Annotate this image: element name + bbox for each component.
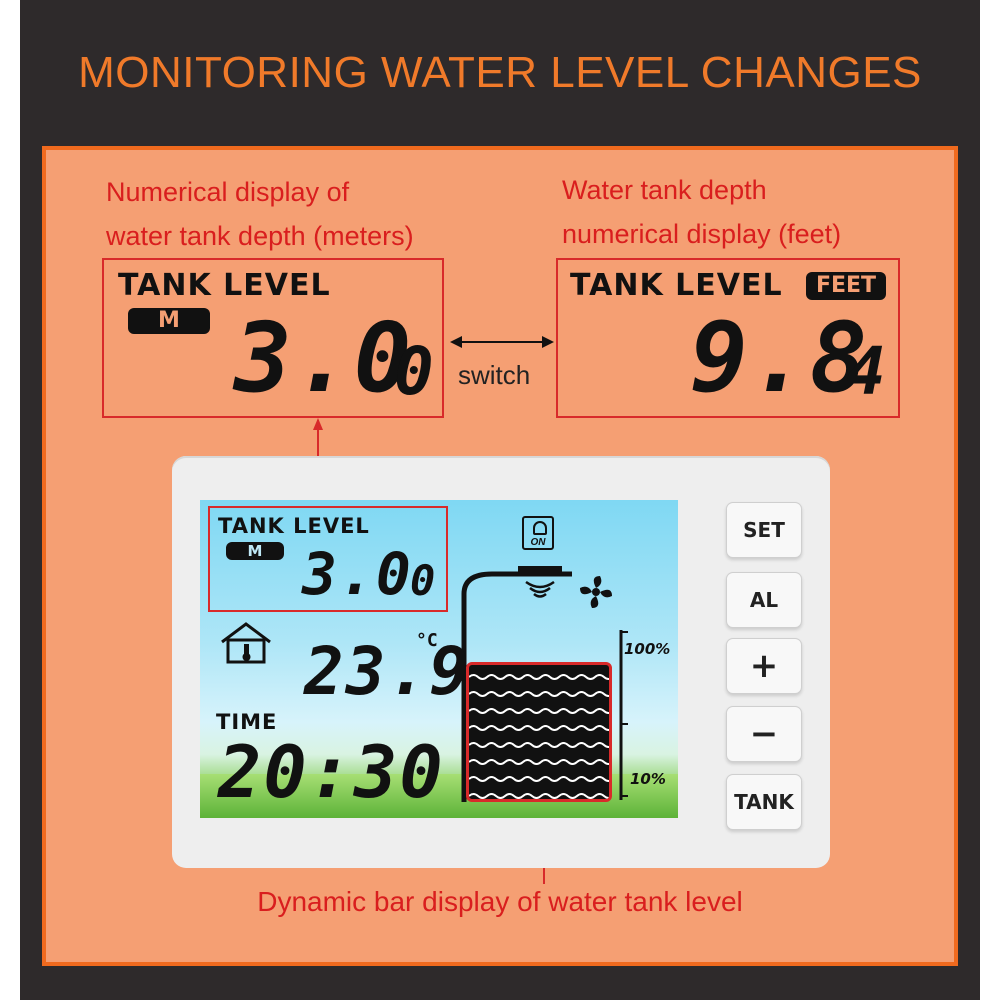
tank-level-bar: [466, 662, 612, 802]
feet-value: 9.8: [690, 302, 870, 414]
level-scale: [619, 630, 628, 800]
meters-display-title: TANK LEVEL: [118, 268, 331, 303]
set-button[interactable]: SET: [726, 502, 802, 558]
meters-value: 3.0: [234, 302, 414, 414]
feet-display: TANK LEVEL FEET 9.8 4: [556, 258, 900, 418]
alarm-button[interactable]: AL: [726, 572, 802, 628]
plus-button[interactable]: +: [726, 638, 802, 694]
feet-caption-line1: Water tank depth: [562, 175, 767, 205]
pump-status-icon: ON: [522, 516, 554, 550]
wave-line: [469, 708, 609, 714]
minus-button[interactable]: −: [726, 706, 802, 762]
wave-line: [469, 691, 609, 697]
signal-waves-icon: [525, 580, 555, 598]
wave-line: [469, 742, 609, 748]
temperature-value: 23.9: [304, 633, 471, 710]
feet-unit-badge: FEET: [806, 272, 886, 300]
sensor-fan-icons: [518, 566, 612, 608]
tank-outline: [461, 571, 572, 802]
sensor-icon: [518, 566, 562, 576]
wave-line: [469, 793, 609, 799]
bar-display-caption: Dynamic bar display of water tank level: [257, 886, 743, 917]
fan-icon: [580, 576, 612, 608]
temperature-unit: °C: [416, 630, 438, 651]
time-value: 20:30: [218, 730, 445, 814]
meters-extra-digit: 0: [394, 333, 434, 410]
switch-label: switch: [458, 360, 531, 390]
screen-unit-badge: M: [226, 542, 284, 560]
wave-line: [469, 776, 609, 782]
screen-tank-extra-digit: 0: [410, 556, 436, 605]
bell-icon: [533, 521, 547, 535]
tank-button[interactable]: TANK: [726, 774, 802, 830]
feet-extra-digit: 4: [846, 333, 886, 410]
meters-caption-line1: Numerical display of: [106, 177, 350, 207]
screen-tank-value: 3.0: [302, 540, 413, 608]
feet-display-title: TANK LEVEL: [570, 268, 783, 303]
water-waves: [469, 674, 609, 799]
scale-top-label: 100%: [624, 640, 671, 658]
scale-bottom-label: 10%: [630, 770, 666, 788]
wave-line: [469, 759, 609, 765]
wave-line: [469, 725, 609, 731]
time-label: TIME: [216, 710, 278, 734]
wave-line: [469, 674, 609, 680]
screen-tank-title: TANK LEVEL: [218, 514, 370, 538]
feet-caption-line2: numerical display (feet): [562, 219, 842, 249]
home-temperature-icon: [221, 622, 271, 664]
pump-status-label: ON: [530, 537, 546, 548]
device-screen: TANK LEVEL M 3.0 0 ON 100% 10%: [200, 500, 678, 818]
page-headline: MONITORING WATER LEVEL CHANGES: [78, 48, 922, 97]
meters-caption-line2: water tank depth (meters): [106, 221, 414, 251]
meters-unit-badge: M: [128, 308, 210, 334]
meters-display: TANK LEVEL M 3.0 0: [102, 258, 444, 418]
switch-arrow-icon: [450, 336, 554, 348]
screen-tank-level-box: TANK LEVEL M 3.0 0: [208, 506, 448, 612]
